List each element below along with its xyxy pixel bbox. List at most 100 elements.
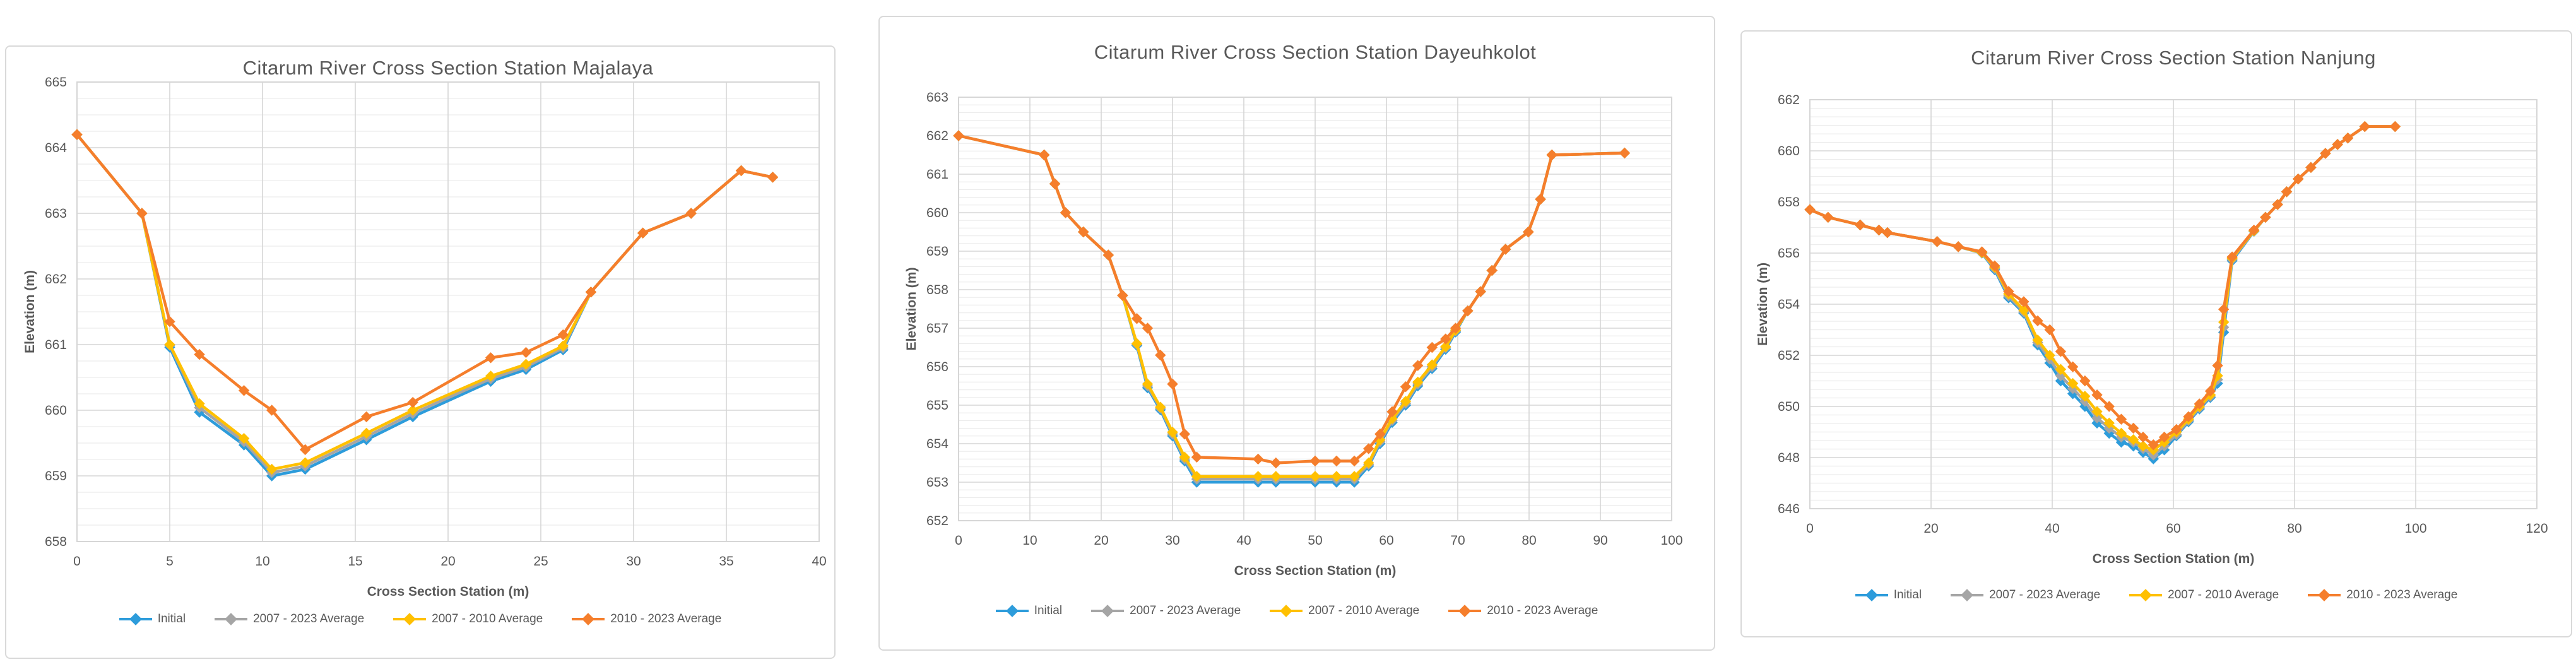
data-point-marker	[485, 370, 497, 382]
data-point-marker	[1882, 227, 1893, 239]
data-point-marker	[2032, 315, 2043, 327]
data-point-marker	[2103, 417, 2115, 429]
data-point-marker	[735, 165, 747, 177]
x-tick-label: 0	[955, 533, 962, 548]
data-point-marker	[1363, 443, 1374, 454]
chart-legend: Initial 2007 - 2023 Average 2007 - 2010 Av…	[880, 604, 1714, 618]
data-point-marker	[1989, 260, 2000, 271]
data-point-marker	[164, 339, 175, 350]
data-point-marker	[1546, 149, 1557, 161]
x-tick-labels: 0 10 20 30 40 50 60 70 80 90 100	[955, 533, 1682, 548]
chart-canvas-nanjung: 646 648 650 652 654 656 658 660 662 0 20 40 60 80 100 1…	[1756, 93, 2548, 566]
legend-item-initial: Initial	[1855, 588, 1922, 602]
data-point-marker	[2148, 439, 2159, 451]
data-point-marker	[1309, 471, 1321, 482]
y-tick-label: 655	[926, 398, 948, 413]
legend-item-2007-2023-average: 2007 - 2023 Average	[1091, 604, 1241, 618]
data-point-marker	[1191, 471, 1203, 482]
x-tick-label: 40	[1236, 533, 1251, 548]
chart-legend: Initial 2007 - 2023 Average 2007 - 2010 Av…	[6, 612, 834, 626]
data-point-marker	[1931, 236, 1943, 247]
x-tick-label: 40	[2045, 521, 2059, 536]
data-point-marker	[2079, 391, 2091, 402]
data-point-marker	[2018, 296, 2029, 307]
x-tick-label: 30	[1165, 533, 1179, 548]
data-point-marker	[1038, 149, 1050, 161]
y-tick-label: 657	[926, 321, 948, 336]
data-point-marker	[1535, 193, 1546, 205]
data-point-marker	[1252, 471, 1264, 482]
legend-marker-icon	[572, 613, 605, 625]
legend-label: Initial	[1893, 588, 1922, 601]
data-point-marker	[1131, 313, 1143, 324]
data-point-marker	[2194, 398, 2205, 410]
data-point-marker	[266, 463, 278, 475]
data-point-marker	[1191, 451, 1203, 463]
y-tick-label: 650	[1778, 400, 1800, 414]
data-point-marker	[2003, 286, 2014, 297]
x-tick-label: 60	[2166, 521, 2180, 536]
x-tick-labels: 0 5 10 15 20 25 30 35 40	[73, 554, 827, 569]
data-point-marker	[2183, 411, 2194, 422]
data-point-marker	[1412, 360, 1424, 371]
legend-label: 2007 - 2023 Average	[1989, 588, 2101, 601]
data-point-marker	[1155, 349, 1166, 361]
data-point-marker	[1523, 226, 1534, 238]
x-tick-label: 70	[1450, 533, 1465, 548]
data-point-marker	[1331, 455, 1342, 467]
data-point-marker	[557, 329, 569, 341]
y-tick-label: 664	[45, 141, 67, 155]
x-tick-label: 60	[1379, 533, 1393, 548]
data-point-marker	[2067, 377, 2079, 389]
legend-item-2007-2023-average: 2007 - 2023 Average	[215, 612, 364, 626]
y-axis-title: Elevation (m)	[23, 270, 37, 353]
x-tick-label: 10	[1022, 533, 1037, 548]
chart-panel-majalaya: Citarum River Cross Section Station Maja…	[5, 45, 836, 659]
data-point-marker	[2204, 385, 2216, 397]
data-point-marker	[1155, 401, 1166, 413]
y-tick-label: 652	[926, 514, 948, 528]
data-point-marker	[1131, 338, 1143, 350]
data-point-marker	[194, 398, 205, 410]
x-tick-label: 30	[626, 554, 641, 569]
chart-title-nanjung: Citarum River Cross Section Station Nanj…	[1971, 47, 2376, 69]
data-point-marker	[1426, 341, 1438, 353]
data-point-marker	[2320, 148, 2331, 159]
x-tick-label: 10	[255, 554, 269, 569]
data-point-marker	[1309, 455, 1321, 467]
legend-marker-icon	[1448, 605, 1482, 617]
x-tick-label: 80	[1521, 533, 1536, 548]
data-point-marker	[2332, 139, 2343, 150]
data-point-marker	[1179, 429, 1190, 440]
legend-item-2007-2010-average: 2007 - 2010 Average	[2129, 588, 2279, 602]
data-point-marker	[1440, 341, 1451, 352]
data-point-marker	[1331, 471, 1342, 482]
y-tick-label: 646	[1778, 502, 1800, 516]
data-point-marker	[2127, 422, 2139, 434]
data-point-marker	[1270, 457, 1282, 469]
data-point-marker	[1142, 323, 1154, 334]
x-axis-title: Cross Section Station (m)	[1234, 564, 1397, 578]
data-point-marker	[194, 348, 205, 360]
x-tick-label: 20	[1094, 533, 1108, 548]
x-tick-label: 15	[348, 554, 362, 569]
y-tick-label: 653	[926, 475, 948, 490]
data-point-marker	[1349, 455, 1360, 467]
y-tick-label: 659	[926, 244, 948, 259]
data-point-marker	[1400, 396, 1412, 407]
y-tick-label: 663	[926, 90, 948, 105]
x-tick-label: 50	[1308, 533, 1322, 548]
data-point-marker	[1374, 429, 1386, 440]
data-point-marker	[1412, 376, 1424, 388]
data-point-marker	[299, 444, 311, 456]
y-tick-labels: 658 659 660 661 662 663 664 665	[45, 75, 67, 549]
data-point-marker	[1167, 426, 1178, 438]
legend-marker-icon	[215, 613, 248, 625]
legend-item-initial: Initial	[995, 604, 1062, 618]
data-point-marker	[1117, 290, 1128, 301]
x-tick-label: 20	[1923, 521, 1938, 536]
y-tick-labels: 652 653 654 655 656 657 658 659 660 661 662 663	[926, 90, 948, 528]
legend-item-initial: Initial	[119, 612, 186, 626]
data-point-marker	[2281, 186, 2293, 198]
